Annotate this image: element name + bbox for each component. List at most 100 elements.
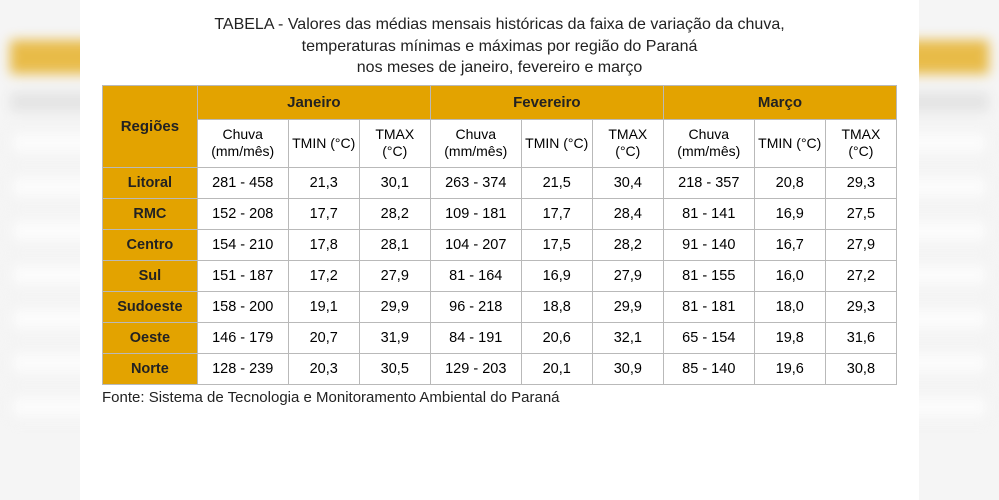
title-line-2: temperaturas mínimas e máximas por regiã… bbox=[302, 38, 698, 55]
header-tmax: TMAX (°C) bbox=[592, 119, 663, 167]
tmax-cell: 28,4 bbox=[592, 198, 663, 229]
table-row: Oeste146 - 17920,731,984 - 19120,632,165… bbox=[103, 322, 897, 353]
title-line-3: nos meses de janeiro, fevereiro e março bbox=[357, 59, 642, 76]
chuva-cell: 65 - 154 bbox=[663, 322, 754, 353]
tmax-cell: 32,1 bbox=[592, 322, 663, 353]
chuva-cell: 104 - 207 bbox=[430, 229, 521, 260]
header-month-fev: Fevereiro bbox=[430, 85, 663, 119]
tmax-cell: 30,1 bbox=[359, 167, 430, 198]
tmin-cell: 20,6 bbox=[521, 322, 592, 353]
header-tmin: TMIN (°C) bbox=[521, 119, 592, 167]
table-row: Sul151 - 18717,227,981 - 16416,927,981 -… bbox=[103, 260, 897, 291]
header-corner: Regiões bbox=[103, 85, 198, 167]
tmax-cell: 30,9 bbox=[592, 353, 663, 384]
climate-table: Regiões Janeiro Fevereiro Março Chuva (m… bbox=[102, 85, 897, 385]
chuva-cell: 81 - 141 bbox=[663, 198, 754, 229]
chuva-cell: 109 - 181 bbox=[430, 198, 521, 229]
tmax-cell: 29,3 bbox=[825, 167, 896, 198]
region-cell: Norte bbox=[103, 353, 198, 384]
header-month-jan: Janeiro bbox=[197, 85, 430, 119]
header-row-months: Regiões Janeiro Fevereiro Março bbox=[103, 85, 897, 119]
table-body: Litoral281 - 45821,330,1263 - 37421,530,… bbox=[103, 167, 897, 384]
tmin-cell: 21,3 bbox=[288, 167, 359, 198]
chuva-cell: 81 - 164 bbox=[430, 260, 521, 291]
region-cell: RMC bbox=[103, 198, 198, 229]
chuva-cell: 84 - 191 bbox=[430, 322, 521, 353]
chuva-cell: 151 - 187 bbox=[197, 260, 288, 291]
tmax-cell: 29,9 bbox=[359, 291, 430, 322]
chuva-cell: 81 - 181 bbox=[663, 291, 754, 322]
tmin-cell: 20,7 bbox=[288, 322, 359, 353]
tmin-cell: 16,9 bbox=[521, 260, 592, 291]
tmin-cell: 18,8 bbox=[521, 291, 592, 322]
tmax-cell: 27,9 bbox=[825, 229, 896, 260]
chuva-cell: 263 - 374 bbox=[430, 167, 521, 198]
chuva-cell: 85 - 140 bbox=[663, 353, 754, 384]
tmax-cell: 29,9 bbox=[592, 291, 663, 322]
header-tmax: TMAX (°C) bbox=[825, 119, 896, 167]
tmin-cell: 20,8 bbox=[754, 167, 825, 198]
tmin-cell: 16,7 bbox=[754, 229, 825, 260]
tmax-cell: 30,5 bbox=[359, 353, 430, 384]
tmax-cell: 28,2 bbox=[359, 198, 430, 229]
table-title: TABELA - Valores das médias mensais hist… bbox=[102, 14, 897, 79]
header-tmin: TMIN (°C) bbox=[754, 119, 825, 167]
tmax-cell: 27,9 bbox=[359, 260, 430, 291]
region-cell: Litoral bbox=[103, 167, 198, 198]
tmin-cell: 16,9 bbox=[754, 198, 825, 229]
table-row: Sudoeste158 - 20019,129,996 - 21818,829,… bbox=[103, 291, 897, 322]
tmin-cell: 18,0 bbox=[754, 291, 825, 322]
header-tmin: TMIN (°C) bbox=[288, 119, 359, 167]
chuva-cell: 91 - 140 bbox=[663, 229, 754, 260]
tmin-cell: 19,1 bbox=[288, 291, 359, 322]
tmax-cell: 31,9 bbox=[359, 322, 430, 353]
tmin-cell: 17,5 bbox=[521, 229, 592, 260]
tmax-cell: 27,5 bbox=[825, 198, 896, 229]
table-row: Centro154 - 21017,828,1104 - 20717,528,2… bbox=[103, 229, 897, 260]
table-footer: Fonte: Sistema de Tecnologia e Monitoram… bbox=[102, 389, 897, 406]
header-chuva: Chuva (mm/mês) bbox=[197, 119, 288, 167]
region-cell: Oeste bbox=[103, 322, 198, 353]
region-cell: Sul bbox=[103, 260, 198, 291]
tmax-cell: 31,6 bbox=[825, 322, 896, 353]
title-line-1: TABELA - Valores das médias mensais hist… bbox=[214, 16, 784, 33]
tmax-cell: 27,9 bbox=[592, 260, 663, 291]
tmin-cell: 17,7 bbox=[521, 198, 592, 229]
chuva-cell: 129 - 203 bbox=[430, 353, 521, 384]
table-sheet: TABELA - Valores das médias mensais hist… bbox=[80, 0, 919, 500]
tmax-cell: 28,1 bbox=[359, 229, 430, 260]
tmin-cell: 17,2 bbox=[288, 260, 359, 291]
tmax-cell: 30,4 bbox=[592, 167, 663, 198]
tmin-cell: 20,1 bbox=[521, 353, 592, 384]
region-cell: Sudoeste bbox=[103, 291, 198, 322]
table-row: RMC152 - 20817,728,2109 - 18117,728,481 … bbox=[103, 198, 897, 229]
chuva-cell: 154 - 210 bbox=[197, 229, 288, 260]
tmin-cell: 19,6 bbox=[754, 353, 825, 384]
chuva-cell: 128 - 239 bbox=[197, 353, 288, 384]
chuva-cell: 218 - 357 bbox=[663, 167, 754, 198]
table-row: Litoral281 - 45821,330,1263 - 37421,530,… bbox=[103, 167, 897, 198]
tmin-cell: 21,5 bbox=[521, 167, 592, 198]
chuva-cell: 281 - 458 bbox=[197, 167, 288, 198]
tmin-cell: 19,8 bbox=[754, 322, 825, 353]
chuva-cell: 146 - 179 bbox=[197, 322, 288, 353]
tmin-cell: 20,3 bbox=[288, 353, 359, 384]
chuva-cell: 158 - 200 bbox=[197, 291, 288, 322]
header-chuva: Chuva (mm/mês) bbox=[663, 119, 754, 167]
tmin-cell: 17,8 bbox=[288, 229, 359, 260]
region-cell: Centro bbox=[103, 229, 198, 260]
tmax-cell: 30,8 bbox=[825, 353, 896, 384]
tmax-cell: 27,2 bbox=[825, 260, 896, 291]
header-chuva: Chuva (mm/mês) bbox=[430, 119, 521, 167]
chuva-cell: 81 - 155 bbox=[663, 260, 754, 291]
header-row-metrics: Chuva (mm/mês) TMIN (°C) TMAX (°C) Chuva… bbox=[103, 119, 897, 167]
tmin-cell: 16,0 bbox=[754, 260, 825, 291]
header-tmax: TMAX (°C) bbox=[359, 119, 430, 167]
header-month-mar: Março bbox=[663, 85, 896, 119]
chuva-cell: 152 - 208 bbox=[197, 198, 288, 229]
tmin-cell: 17,7 bbox=[288, 198, 359, 229]
chuva-cell: 96 - 218 bbox=[430, 291, 521, 322]
tmax-cell: 29,3 bbox=[825, 291, 896, 322]
table-row: Norte128 - 23920,330,5129 - 20320,130,98… bbox=[103, 353, 897, 384]
tmax-cell: 28,2 bbox=[592, 229, 663, 260]
